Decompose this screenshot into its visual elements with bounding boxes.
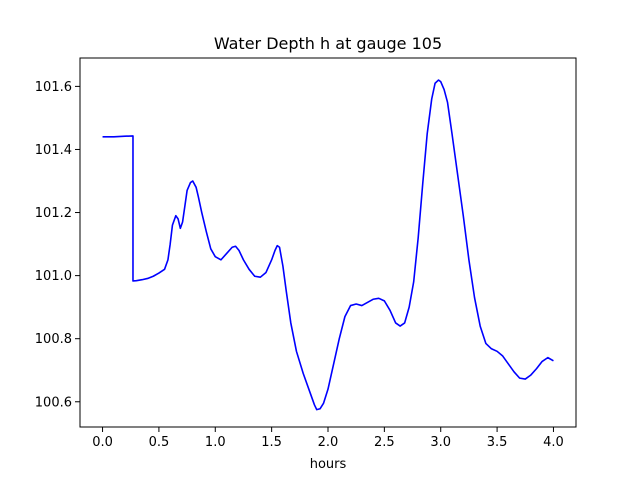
y-tick-label: 101.6 [35, 80, 72, 95]
plot-frame [79, 57, 577, 428]
y-tick-label: 101.0 [35, 269, 72, 284]
y-tick-label: 101.2 [35, 206, 72, 221]
x-tick-label: 1.5 [261, 435, 282, 450]
x-tick-label: 0.5 [149, 435, 170, 450]
x-axis-label: hours [310, 457, 347, 472]
y-tick-label: 100.8 [35, 332, 72, 347]
x-tick-label: 1.0 [205, 435, 226, 450]
chart-title: Water Depth h at gauge 105 [214, 34, 442, 53]
x-tick-label: 3.5 [487, 435, 508, 450]
y-tick-label: 101.4 [35, 143, 72, 158]
x-tick-label: 3.0 [430, 435, 451, 450]
x-tick-label: 4.0 [543, 435, 564, 450]
x-tick-label: 0.0 [92, 435, 113, 450]
plot-area [102, 79, 554, 411]
x-tick-label: 2.5 [374, 435, 395, 450]
x-tick-label: 2.0 [318, 435, 339, 450]
y-tick-label: 100.6 [35, 395, 72, 410]
series-line-0 [102, 79, 554, 411]
y-axis: 100.6 100.8 101.0 101.2 101.4 101.6 [35, 80, 80, 410]
x-axis: 0.0 0.5 1.0 1.5 2.0 2.5 3.0 3.5 4.0 [92, 427, 564, 450]
